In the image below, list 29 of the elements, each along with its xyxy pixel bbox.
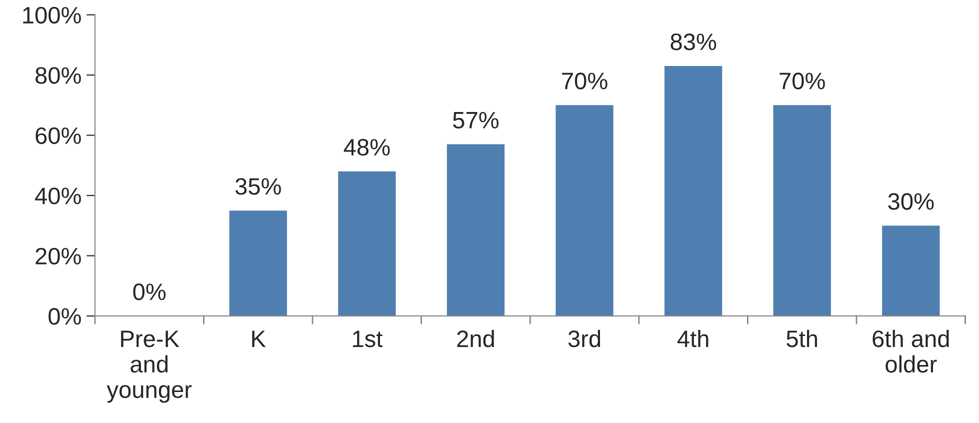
data-label: 30%: [888, 193, 934, 210]
data-label: 48%: [344, 138, 390, 156]
data-label: 70%: [780, 72, 825, 90]
data-label: 35%: [235, 178, 281, 195]
x-tick-label: Pre-K and younger: [106, 330, 192, 403]
x-tick-label: 6th and older: [872, 330, 949, 373]
y-tick-label: 40%: [35, 188, 81, 204]
x-tick-label: 5th: [786, 330, 817, 348]
x-tick-label: 2nd: [457, 330, 494, 348]
y-tick-label: 100%: [23, 6, 81, 24]
x-tick-label: 4th: [677, 330, 708, 348]
bar: [446, 144, 505, 316]
data-label: 83%: [670, 34, 716, 50]
bar: [338, 171, 396, 316]
bar: [556, 105, 614, 316]
bar: [229, 210, 287, 316]
x-tick-label: 1st: [352, 330, 383, 348]
x-tick-label: 3rd: [568, 330, 600, 348]
y-tick-label: 60%: [36, 127, 81, 144]
bar: [773, 105, 831, 316]
data-label: 57%: [453, 112, 499, 129]
bar: [882, 226, 940, 316]
y-tick-label: 0%: [48, 308, 81, 325]
y-tick-label: 20%: [36, 248, 81, 265]
data-label: 70%: [562, 72, 608, 90]
y-tick-label: 80%: [36, 67, 81, 84]
x-tick-label: K: [252, 330, 266, 347]
data-label: 0%: [133, 283, 166, 300]
bar: [664, 66, 722, 316]
